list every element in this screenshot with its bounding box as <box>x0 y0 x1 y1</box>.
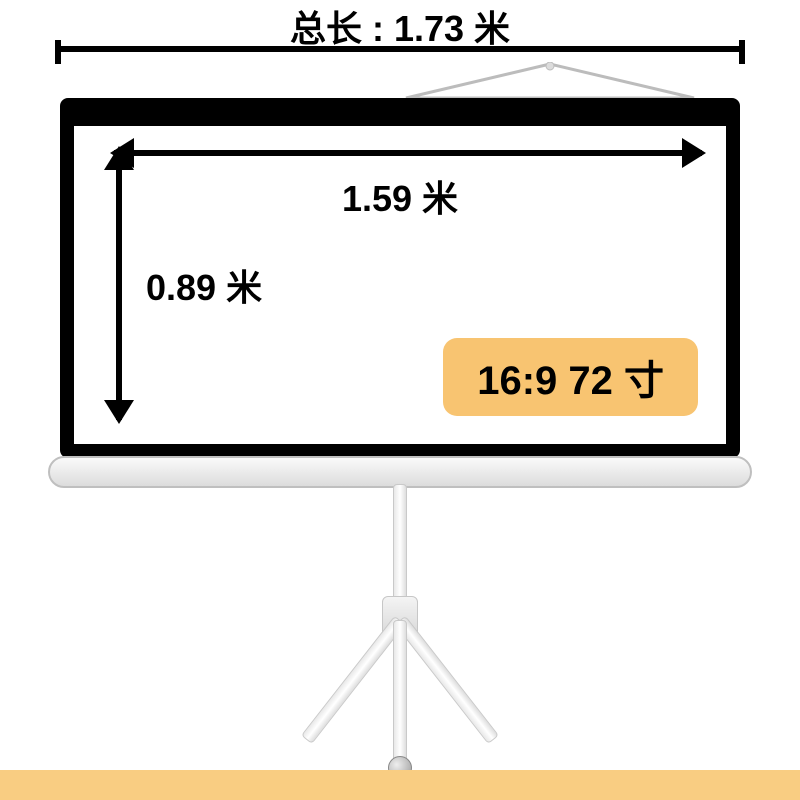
diagram-stage: 总长 : 1.73 米 1.59 米 0.89 米 16:9 72 寸 <box>0 0 800 800</box>
height-arrow <box>116 150 122 420</box>
total-length-label: 总长 : 1.73 米 <box>0 0 800 52</box>
width-arrow <box>114 150 702 156</box>
screen-frame: 1.59 米 0.89 米 16:9 72 寸 <box>60 98 740 458</box>
tripod-leg <box>394 616 499 744</box>
aspect-size-badge: 16:9 72 寸 <box>443 338 698 416</box>
height-label: 0.89 米 <box>146 259 262 311</box>
width-label: 1.59 米 <box>74 170 726 222</box>
tripod-leg <box>393 620 407 764</box>
tripod-leg <box>301 616 406 744</box>
footer-strip <box>0 770 800 800</box>
tripod-pole <box>393 484 407 604</box>
screen-surface: 1.59 米 0.89 米 16:9 72 寸 <box>74 126 726 444</box>
